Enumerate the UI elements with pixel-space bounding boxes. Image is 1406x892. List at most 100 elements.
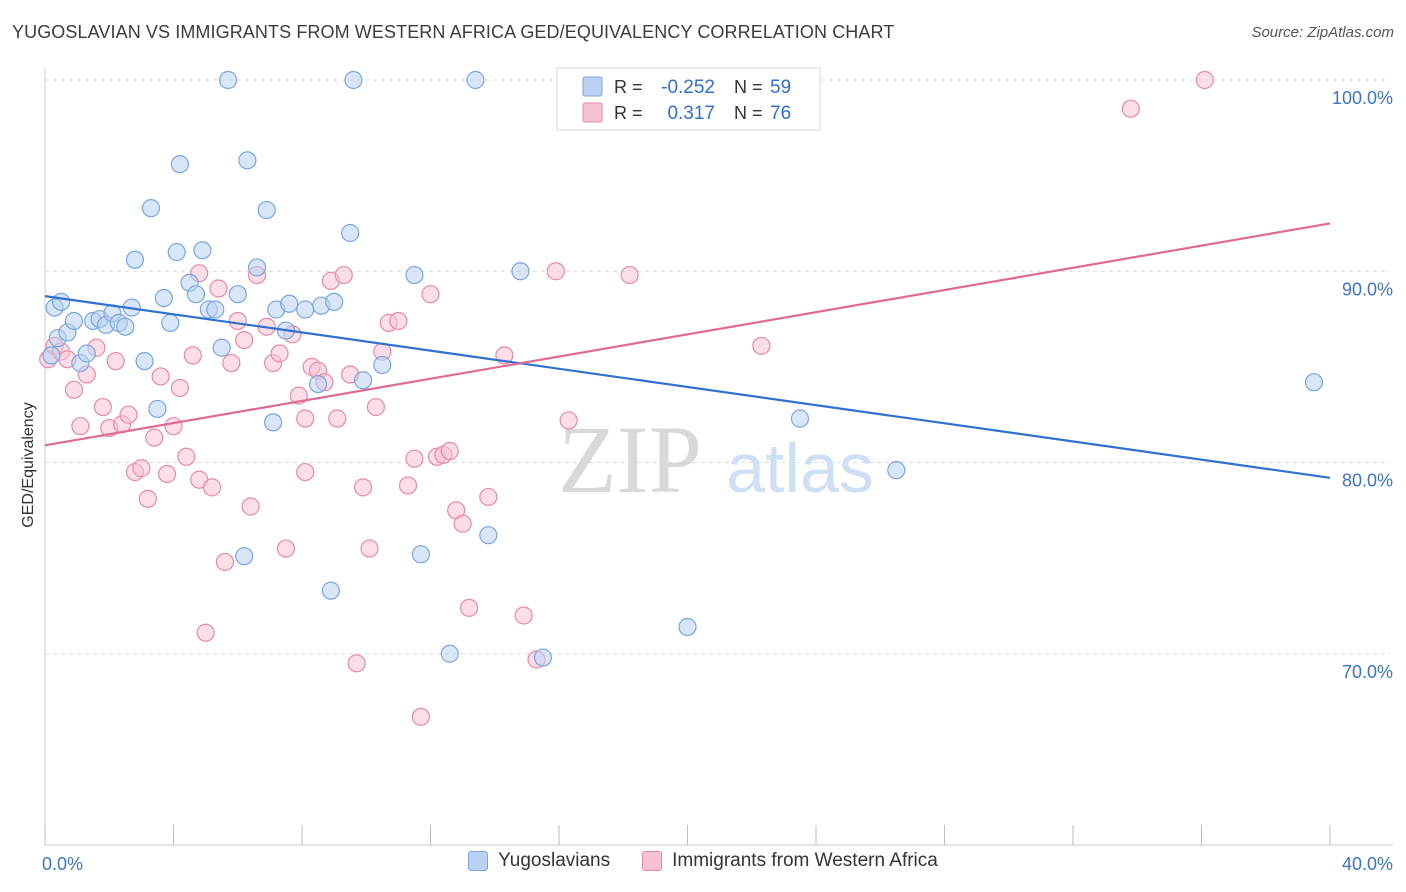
immigrant-point: [119, 405, 138, 424]
yugoslavian-point: [533, 648, 553, 667]
immigrant-point: [347, 654, 366, 673]
yugoslavian-point: [790, 409, 810, 428]
yugoslavian-point: [77, 344, 96, 363]
stats-n-label: N =: [734, 103, 763, 123]
yugoslavian-point: [325, 292, 344, 311]
immigrant-point: [235, 331, 254, 350]
immigrant-point: [215, 552, 234, 572]
source-credit: Source: ZipAtlas.com: [1251, 24, 1394, 41]
immigrant-point: [151, 367, 170, 386]
yugoslavian-point: [42, 346, 61, 365]
axes: [44, 68, 1393, 846]
watermark-atlas: atlas: [726, 429, 874, 507]
stats-r-value: 0.317: [667, 103, 715, 124]
trend-lines: [44, 222, 1331, 479]
yugoslavian-point: [154, 288, 173, 308]
yugoslavian-point: [296, 300, 315, 319]
yugoslavian-point: [263, 413, 283, 432]
yugoslavian-point: [141, 199, 161, 218]
immigrant-point: [296, 462, 315, 482]
yugoslavian-point: [51, 292, 71, 311]
immigrant-trend-line: [44, 222, 1331, 447]
immigrant-point: [459, 598, 479, 617]
immigrant-point: [209, 279, 228, 298]
immigrant-point: [1195, 70, 1214, 90]
immigrant-point: [389, 311, 408, 331]
stats-box: R = -0.252 N = 59 R = 0.317 N = 76: [556, 67, 821, 131]
immigrant-point: [202, 478, 222, 497]
yugoslavian-point: [235, 547, 254, 566]
yugoslavian-point: [148, 399, 167, 419]
yugoslavian-point: [64, 311, 84, 331]
immigrant-point: [164, 417, 183, 436]
immigrant-point: [546, 262, 565, 281]
yugoslavian-point: [308, 374, 328, 394]
immigrant-point: [620, 265, 639, 285]
immigrant-point: [360, 539, 379, 558]
immigrant-point: [222, 353, 241, 373]
watermark-zip: ZIP: [558, 406, 702, 513]
series-immigrants-points: [39, 70, 1214, 726]
stats-swatch-pink: [582, 102, 603, 123]
yugoslavian-point: [405, 265, 424, 285]
immigrant-point: [106, 352, 125, 371]
chart-legend: Yugoslavians Immigrants from Western Afr…: [0, 850, 1406, 872]
immigrant-point: [71, 417, 90, 436]
immigrant-point: [145, 428, 164, 447]
yugoslavian-point: [125, 250, 145, 269]
chart-title: YUGOSLAVIAN VS IMMIGRANTS FROM WESTERN A…: [12, 22, 895, 42]
stats-r-label: R =: [614, 77, 643, 97]
gridlines: [45, 79, 1390, 655]
yugoslavian-point: [116, 317, 135, 336]
yugoslavian-point: [161, 313, 180, 332]
yugoslavian-point: [206, 300, 225, 319]
yugoslavian-point: [466, 70, 485, 90]
yugoslavian-point: [678, 617, 697, 637]
yugoslavian-point: [887, 461, 906, 480]
immigrant-point: [411, 707, 430, 726]
immigrant-point: [421, 285, 440, 304]
yugoslavian-point: [344, 70, 363, 90]
immigrant-point: [398, 476, 418, 495]
yugoslavian-point: [186, 285, 206, 304]
immigrant-point: [228, 311, 247, 331]
x-tick-label-max: 40.0%: [1342, 854, 1393, 874]
yugoslavian-point: [321, 581, 341, 600]
yugoslavian-point: [257, 200, 276, 220]
yugoslavian-point: [247, 258, 267, 277]
immigrant-point: [138, 489, 157, 508]
yugoslavian-point: [353, 371, 373, 390]
yugoslavian-point: [373, 355, 392, 375]
y-tick-label: 70.0%: [1342, 662, 1393, 682]
immigrant-point: [328, 409, 347, 428]
stats-swatch-blue: [582, 76, 603, 97]
legend-item-yugoslavians[interactable]: Yugoslavians: [468, 850, 610, 872]
immigrant-point: [132, 459, 151, 478]
series-yugoslavians-points: [42, 70, 1324, 667]
yugoslavian-point: [212, 338, 231, 357]
yugoslavian-trend-line: [44, 295, 1331, 479]
immigrant-point: [453, 514, 472, 533]
y-tick-label: 90.0%: [1342, 279, 1393, 299]
immigrant-point: [334, 265, 353, 285]
yugoslavian-point: [411, 545, 430, 564]
yugoslavian-point: [1304, 373, 1324, 392]
yugoslavian-point: [228, 285, 247, 304]
legend-item-immigrants[interactable]: Immigrants from Western Africa: [642, 850, 938, 872]
y-tick-labels: 70.0% 80.0% 90.0% 100.0%: [1332, 88, 1393, 682]
immigrant-point: [270, 344, 289, 363]
yugoslavian-point: [511, 262, 530, 281]
yugoslavian-point: [219, 70, 238, 90]
yugoslavian-point: [135, 352, 154, 371]
y-axis-label: GED/Equivalency: [20, 402, 37, 527]
immigrant-point: [64, 380, 84, 399]
yugoslavian-point: [167, 243, 186, 262]
x-tick-label-min: 0.0%: [42, 854, 83, 874]
y-tick-label: 100.0%: [1332, 88, 1393, 108]
immigrant-point: [366, 397, 385, 417]
y-tick-label: 80.0%: [1342, 471, 1393, 491]
stats-n-value: 76: [770, 103, 791, 124]
immigrant-point: [353, 478, 373, 497]
immigrant-point: [752, 336, 771, 355]
